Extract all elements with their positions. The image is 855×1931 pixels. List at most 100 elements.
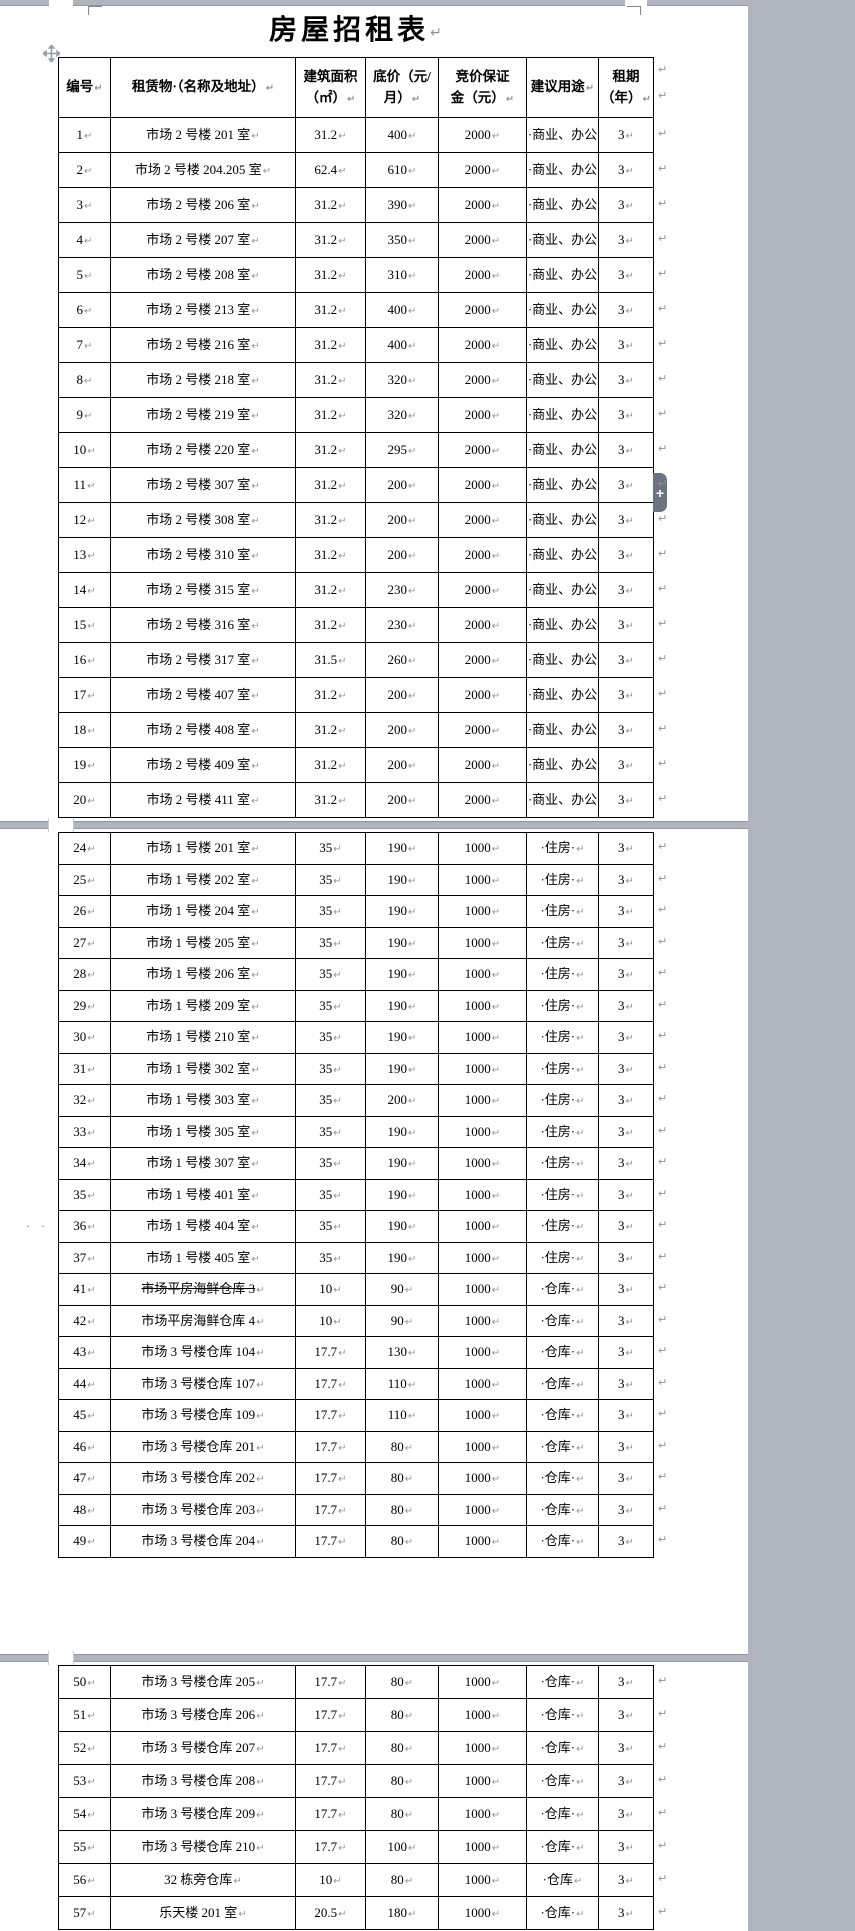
cell-id[interactable]: 9↵ (58, 397, 111, 433)
cell-price[interactable]: 190↵ (365, 958, 439, 991)
cell-property-name[interactable]: 市场 1 号楼 303 室↵ (110, 1084, 296, 1117)
cell-id[interactable]: 3↵ (58, 187, 111, 223)
cell-id[interactable]: 52↵ (58, 1731, 111, 1765)
cell-deposit[interactable]: 1000↵ (438, 1493, 527, 1526)
cell-id[interactable]: 8↵ (58, 362, 111, 398)
cell-id[interactable]: 50↵ (58, 1665, 111, 1699)
cell-id[interactable]: 53↵ (58, 1764, 111, 1798)
cell-price[interactable]: 200↵ (365, 1084, 439, 1117)
cell-id[interactable]: 18↵ (58, 712, 111, 748)
cell-property-name[interactable]: 市场 2 号楼 409 室↵ (110, 747, 296, 783)
cell-use[interactable]: ·商业、办公 (526, 537, 599, 573)
cell-term[interactable]: 3↵ (598, 1430, 654, 1463)
cell-property-name[interactable]: 市场 1 号楼 210 室↵ (110, 1021, 296, 1054)
cell-use[interactable]: ·仓库·↵ (526, 1304, 599, 1337)
cell-area[interactable]: 35↵ (295, 958, 366, 991)
cell-deposit[interactable]: 1000↵ (438, 1399, 527, 1432)
cell-deposit[interactable]: 1000↵ (438, 1462, 527, 1495)
cell-term[interactable]: 3↵ (598, 747, 654, 783)
cell-area[interactable]: 35↵ (295, 1115, 366, 1148)
cell-price[interactable]: 130↵ (365, 1336, 439, 1369)
cell-area[interactable]: 31.2↵ (295, 467, 366, 503)
cell-area[interactable]: 17.7↵ (295, 1493, 366, 1526)
cell-id[interactable]: 28↵ (58, 958, 111, 991)
cell-deposit[interactable]: 1000↵ (438, 1304, 527, 1337)
cell-use[interactable]: ·商业、办公 (526, 712, 599, 748)
cell-area[interactable]: 35↵ (295, 895, 366, 928)
cell-price[interactable]: 80↵ (365, 1698, 439, 1732)
cell-id[interactable]: 1↵ (58, 117, 111, 153)
cell-use[interactable]: ·商业、办公 (526, 397, 599, 433)
cell-area[interactable]: 17.7↵ (295, 1665, 366, 1699)
cell-term[interactable]: 3↵ (598, 1493, 654, 1526)
cell-property-name[interactable]: 市场 2 号楼 408 室↵ (110, 712, 296, 748)
cell-id[interactable]: 35↵ (58, 1178, 111, 1211)
cell-id[interactable]: 12↵ (58, 502, 111, 538)
cell-area[interactable]: 31.2↵ (295, 782, 366, 818)
cell-area[interactable]: 31.2↵ (295, 397, 366, 433)
cell-id[interactable]: 48↵ (58, 1493, 111, 1526)
cell-property-name[interactable]: 市场 1 号楼 205 室↵ (110, 926, 296, 959)
cell-use[interactable]: ·商业、办公 (526, 187, 599, 223)
cell-term[interactable]: 3↵ (598, 362, 654, 398)
cell-price[interactable]: 190↵ (365, 926, 439, 959)
cell-property-name[interactable]: 市场 1 号楼 401 室↵ (110, 1178, 296, 1211)
cell-price[interactable]: 190↵ (365, 1178, 439, 1211)
cell-use[interactable]: ·仓库·↵ (526, 1399, 599, 1432)
cell-term[interactable]: 3↵ (598, 1863, 654, 1897)
cell-property-name[interactable]: 市场 3 号楼仓库 104↵ (110, 1336, 296, 1369)
header-deposit[interactable]: 竞价保证 金（元）↵ (438, 57, 527, 118)
cell-deposit[interactable]: 1000↵ (438, 1178, 527, 1211)
cell-use[interactable]: ·商业、办公 (526, 467, 599, 503)
cell-term[interactable]: 3↵ (598, 187, 654, 223)
cell-area[interactable]: 31.2↵ (295, 187, 366, 223)
cell-use[interactable]: ·商业、办公 (526, 607, 599, 643)
cell-area[interactable]: 17.7↵ (295, 1731, 366, 1765)
cell-use[interactable]: ·商业、办公 (526, 642, 599, 678)
cell-term[interactable]: 3↵ (598, 152, 654, 188)
cell-term[interactable]: 3↵ (598, 832, 654, 865)
header-price[interactable]: 底价（元/ 月）↵ (365, 57, 439, 118)
cell-property-name[interactable]: 市场 3 号楼仓库 207↵ (110, 1731, 296, 1765)
cell-term[interactable]: 3↵ (598, 712, 654, 748)
cell-use[interactable]: ·住房·↵ (526, 1052, 599, 1085)
cell-use[interactable]: ·商业、办公 (526, 782, 599, 818)
cell-price[interactable]: 80↵ (365, 1797, 439, 1831)
cell-property-name[interactable]: 市场 1 号楼 305 室↵ (110, 1115, 296, 1148)
cell-area[interactable]: 20.5↵ (295, 1896, 366, 1930)
cell-area[interactable]: 17.7↵ (295, 1830, 366, 1864)
cell-term[interactable]: 3↵ (598, 572, 654, 608)
cell-deposit[interactable]: 2000↵ (438, 467, 527, 503)
cell-property-name[interactable]: 市场 1 号楼 209 室↵ (110, 989, 296, 1022)
cell-area[interactable]: 10↵ (295, 1273, 366, 1306)
cell-term[interactable]: 3↵ (598, 292, 654, 328)
cell-term[interactable]: 3↵ (598, 1021, 654, 1054)
cell-property-name[interactable]: 市场 2 号楼 310 室↵ (110, 537, 296, 573)
cell-deposit[interactable]: 1000↵ (438, 1665, 527, 1699)
header-use[interactable]: 建议用途↵ (526, 57, 599, 118)
cell-property-name[interactable]: 市场 1 号楼 206 室↵ (110, 958, 296, 991)
cell-area[interactable]: 35↵ (295, 1241, 366, 1274)
cell-deposit[interactable]: 1000↵ (438, 1147, 527, 1180)
cell-property-name[interactable]: 市场 2 号楼 201 室↵ (110, 117, 296, 153)
cell-term[interactable]: 3↵ (598, 926, 654, 959)
cell-term[interactable]: 3↵ (598, 1830, 654, 1864)
cell-price[interactable]: 400↵ (365, 327, 439, 363)
cell-id[interactable]: 44↵ (58, 1367, 111, 1400)
cell-area[interactable]: 62.4↵ (295, 152, 366, 188)
cell-area[interactable]: 35↵ (295, 1178, 366, 1211)
cell-price[interactable]: 190↵ (365, 1115, 439, 1148)
cell-area[interactable]: 31.5↵ (295, 642, 366, 678)
cell-deposit[interactable]: 1000↵ (438, 958, 527, 991)
cell-price[interactable]: 400↵ (365, 292, 439, 328)
cell-use[interactable]: ·仓库·↵ (526, 1462, 599, 1495)
cell-property-name[interactable]: 市场 3 号楼仓库 208↵ (110, 1764, 296, 1798)
cell-area[interactable]: 31.2↵ (295, 432, 366, 468)
cell-price[interactable]: 200↵ (365, 502, 439, 538)
cell-price[interactable]: 190↵ (365, 832, 439, 865)
cell-term[interactable]: 3↵ (598, 895, 654, 928)
cell-price[interactable]: 200↵ (365, 747, 439, 783)
cell-property-name[interactable]: 乐天楼 201 室↵ (110, 1896, 296, 1930)
cell-deposit[interactable]: 1000↵ (438, 1273, 527, 1306)
cell-use[interactable]: ·仓库·↵ (526, 1665, 599, 1699)
